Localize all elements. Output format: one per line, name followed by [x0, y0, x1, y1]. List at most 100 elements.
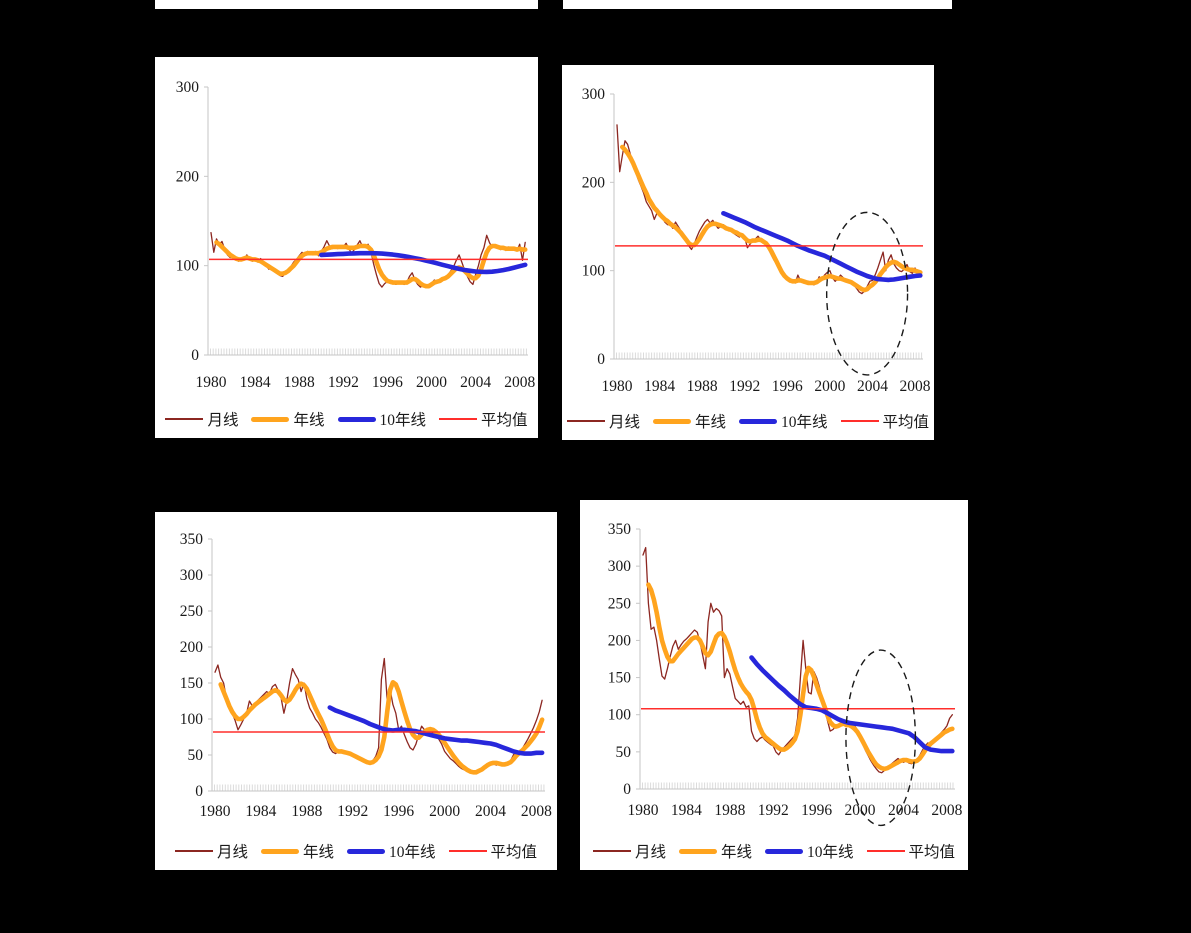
series-ten-year-line [319, 250, 528, 275]
legend-item-average: 平均值 [448, 840, 538, 862]
legend-label-ten-year: 10年线 [379, 412, 427, 429]
x-tick-label: 1984 [671, 802, 702, 819]
series-yearly-line [620, 144, 923, 293]
series-ten-year-line [749, 655, 955, 754]
series-ten-year-line [721, 211, 923, 283]
y-tick-label: 300 [180, 567, 204, 584]
x-tick-label: 1980 [196, 374, 227, 391]
x-tick-label: 1992 [729, 378, 760, 395]
chart-canvas-top-right: 0 100 200 300 1980 1984 1988 1992 1996 2000 2004 20… [582, 86, 931, 395]
x-tick-label: 1988 [291, 803, 322, 820]
y-tick-label: 150 [180, 675, 204, 692]
legend-item-yearly: 年线 [652, 410, 726, 432]
legend-swatch-average-line [448, 850, 487, 852]
y-tick-label: 250 [608, 595, 632, 612]
x-tick-label: 1988 [284, 374, 315, 391]
y-tick-label: 200 [582, 174, 606, 191]
legend-swatch-yearly-line [652, 418, 691, 424]
y-tick-label: 200 [180, 639, 204, 656]
legend-item-monthly: 月线 [566, 410, 640, 432]
y-tick-label: 200 [176, 168, 200, 185]
chart-legend: 月线 年线 10年线 平均值 [155, 840, 557, 862]
y-tick-label: 0 [597, 351, 605, 368]
legend-label-monthly: 月线 [216, 844, 248, 861]
series-monthly-line [642, 546, 953, 774]
x-tick-label: 2000 [845, 802, 876, 819]
legend-swatch-average-line [866, 850, 905, 852]
series-monthly-line [616, 124, 921, 295]
chart-canvas-bottom-left: 0 50 100 150 200 250 300 350 1980 1984 1988 1992 199… [180, 531, 552, 820]
y-tick-label: 100 [582, 263, 606, 280]
x-tick-label: 1996 [772, 378, 803, 395]
x-tick-label: 1992 [758, 802, 789, 819]
y-tick-label: 0 [195, 783, 203, 800]
legend-swatch-ten-year-line [739, 418, 777, 424]
legend-item-monthly: 月线 [592, 840, 666, 862]
legend-swatch-yearly-line [678, 848, 717, 854]
legend-swatch-monthly-line [174, 850, 213, 852]
legend-item-monthly: 月线 [174, 840, 248, 862]
x-tick-label: 1980 [628, 802, 659, 819]
x-tick-label: 2008 [504, 374, 535, 391]
x-tick-label: 2000 [416, 374, 447, 391]
legend-label-ten-year: 10年线 [389, 844, 436, 861]
y-tick-label: 350 [608, 521, 632, 538]
chart-canvas-top-left: 0 100 200 300 1980 1984 1988 1992 1996 2000 2004 20… [176, 79, 536, 391]
y-tick-label: 300 [608, 558, 632, 575]
legend-item-ten-year: 10年线 [765, 840, 854, 862]
legend-label-monthly: 月线 [608, 414, 640, 431]
series-yearly-line [646, 582, 955, 772]
legend-label-average: 平均值 [481, 412, 528, 429]
legend-item-ten-year: 10年线 [337, 408, 427, 430]
legend-label-monthly: 月线 [634, 844, 666, 861]
chart-panel-top-left: 0 100 200 300 1980 1984 1988 1992 1996 2000 2004 20… [155, 57, 538, 438]
legend-label-ten-year: 10年线 [807, 844, 854, 861]
x-tick-label: 2000 [429, 803, 460, 820]
legend-swatch-ten-year-line [337, 416, 376, 422]
legend-swatch-average-line [840, 420, 879, 422]
legend-swatch-yearly-line [260, 848, 299, 854]
chart-legend: 月线 年线 10年线 平均值 [562, 410, 934, 432]
x-tick-label: 2008 [900, 378, 931, 395]
y-tick-label: 350 [180, 531, 204, 548]
x-tick-label: 1984 [245, 803, 276, 820]
annotation-ellipse [845, 649, 917, 827]
x-tick-label: 2004 [475, 803, 506, 820]
legend-item-yearly: 年线 [678, 840, 752, 862]
legend-label-average: 平均值 [490, 844, 538, 861]
legend-label-ten-year: 10年线 [781, 414, 828, 431]
chart-legend: 月线 年线 10年线 平均值 [155, 408, 538, 430]
legend-item-average: 平均值 [840, 410, 929, 432]
x-tick-label: 1988 [714, 802, 745, 819]
y-tick-label: 300 [176, 79, 200, 96]
y-tick-label: 100 [176, 258, 200, 275]
y-tick-label: 50 [616, 744, 632, 761]
clipped-chart-strip-top-right [563, 0, 952, 9]
legend-swatch-ten-year-line [347, 848, 385, 854]
chart-canvas-bottom-right: 0 50 100 150 200 250 300 350 1980 1984 1988 1992 199… [608, 521, 963, 827]
x-tick-label: 1992 [328, 374, 359, 391]
legend-item-average: 平均值 [439, 408, 528, 430]
y-tick-label: 150 [608, 670, 632, 687]
x-tick-label: 2004 [888, 802, 919, 819]
legend-item-average: 平均值 [866, 840, 955, 862]
legend-label-yearly: 年线 [694, 414, 726, 431]
y-tick-label: 50 [188, 747, 204, 764]
legend-item-yearly: 年线 [260, 840, 334, 862]
x-tick-label: 2004 [460, 374, 491, 391]
legend-item-monthly: 月线 [165, 408, 238, 430]
legend-swatch-ten-year-line [765, 848, 803, 854]
x-tick-label: 1996 [801, 802, 832, 819]
y-tick-label: 100 [608, 707, 632, 724]
x-tick-label: 1980 [200, 803, 231, 820]
legend-label-monthly: 月线 [207, 412, 239, 429]
x-tick-label: 2000 [814, 378, 845, 395]
series-yearly-line [214, 240, 528, 289]
legend-label-yearly: 年线 [720, 844, 752, 861]
legend-swatch-monthly-line [592, 850, 631, 852]
x-tick-label: 1980 [602, 378, 633, 395]
series-ten-year-line [327, 705, 545, 756]
clipped-chart-strip-top-left [155, 0, 538, 9]
x-tick-label: 2004 [857, 378, 888, 395]
